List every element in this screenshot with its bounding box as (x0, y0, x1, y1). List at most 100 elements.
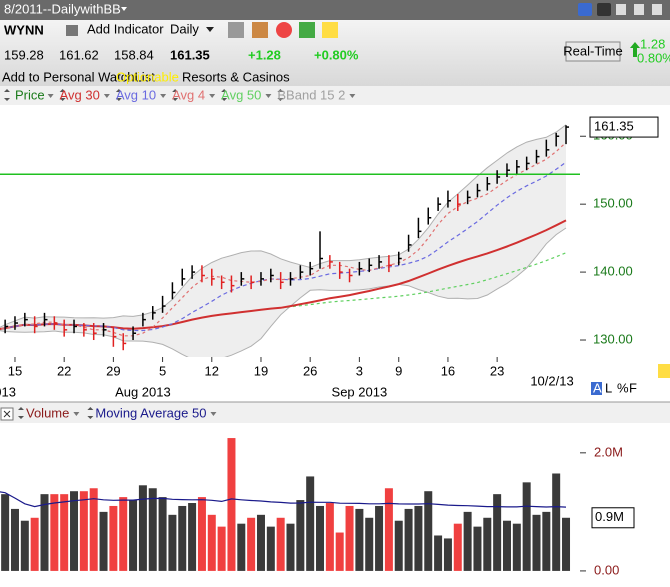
volume-bar (552, 473, 561, 571)
corner-button: F (629, 380, 637, 395)
share-icon[interactable] (578, 3, 592, 16)
layout-name[interactable]: 8/2011--DailywithBB (4, 1, 121, 16)
bband-upper (0, 124, 567, 328)
rt-pct: 0.80% (637, 50, 670, 65)
volume-bar (404, 508, 413, 571)
change-pct: +0.80% (314, 47, 359, 62)
legend-item: BBand 15 2 (277, 87, 345, 102)
interval[interactable]: Daily (170, 21, 199, 36)
legend-arrow (221, 89, 228, 101)
volume-bar (434, 535, 443, 571)
chart-icon[interactable] (252, 22, 268, 38)
volume-bar (562, 517, 571, 571)
print-icon[interactable] (634, 4, 644, 15)
volume-bar (60, 494, 69, 571)
legend-arrow (59, 89, 66, 101)
volume-bar (237, 523, 246, 571)
volume-bar (109, 505, 118, 571)
x-tick-label: 29 (106, 363, 120, 378)
alarm-icon[interactable] (276, 22, 292, 38)
volume-bar (50, 494, 59, 571)
last-price-box (589, 116, 659, 138)
close-x[interactable] (3, 410, 11, 418)
legend-dropdown (209, 94, 216, 98)
watchlist[interactable]: Add to Personal WatchList (2, 69, 155, 84)
legend-dropdown (265, 94, 272, 98)
legend-item: Moving Average 50 (95, 405, 206, 420)
volume-bar (414, 505, 423, 571)
volume-bar (266, 526, 275, 571)
volume-bar (276, 517, 285, 571)
volume-bar (30, 517, 39, 571)
rt-change: 1.28 (640, 36, 665, 51)
volume-bar (40, 494, 49, 571)
change: +1.28 (248, 47, 281, 62)
volume-bar (502, 520, 511, 571)
printer-icon[interactable] (66, 25, 78, 36)
volume-bar (20, 520, 29, 571)
optionable[interactable]: Optionable (116, 69, 179, 84)
legend-item: Price (15, 87, 45, 102)
x-tick-label: 5 (159, 363, 166, 378)
legend-arrow (18, 407, 24, 419)
pencil-icon[interactable] (658, 364, 670, 378)
volume-bar (306, 476, 315, 571)
avg-4 (0, 141, 567, 337)
table-icon[interactable] (299, 22, 315, 38)
x-tick-label: 19 (254, 363, 268, 378)
tools-icon[interactable] (228, 22, 244, 38)
legend-dropdown (47, 94, 54, 98)
volume-bar (384, 488, 393, 571)
volume-bar (512, 523, 521, 571)
note-icon[interactable] (322, 22, 338, 38)
high: 161.62 (59, 47, 99, 62)
y-tick-label: 0.00 (594, 562, 619, 577)
x-tick-label: 15 (8, 363, 22, 378)
y-tick-label: 140.00 (593, 264, 633, 279)
window-icon[interactable] (652, 4, 662, 15)
corner-button: L (605, 380, 612, 395)
volume-bar (256, 514, 265, 571)
volume-bar (138, 485, 147, 571)
legend-dropdown (160, 94, 167, 98)
volume-legend-bar (0, 402, 670, 423)
low: 158.84 (114, 47, 154, 62)
legend-item: Avg 30 (60, 87, 100, 102)
bband-fill (0, 124, 566, 357)
dropdown-arrow[interactable] (121, 7, 127, 11)
legend-dropdown (349, 94, 356, 98)
realtime-button[interactable] (565, 41, 621, 62)
volume-bar (70, 491, 79, 571)
month-label: 013 (0, 384, 16, 399)
symbol[interactable]: WYNN (4, 22, 44, 37)
legend-arrow (277, 89, 284, 101)
volume-bar (365, 517, 374, 571)
volume-bar (99, 511, 108, 571)
realtime[interactable]: Real-Time (563, 43, 622, 58)
dropdown-arrow[interactable] (206, 27, 214, 32)
volume-bar (483, 517, 492, 571)
volume-bar (178, 505, 187, 571)
volume-bar (345, 505, 354, 571)
volume-bar (227, 438, 236, 571)
title-bar (0, 0, 670, 20)
x-tick-label: 12 (205, 363, 219, 378)
volume-bar (207, 514, 216, 571)
volume-bar (296, 500, 305, 571)
tv-icon[interactable] (597, 3, 611, 16)
volume-bar (188, 503, 197, 571)
bband-lower (0, 227, 567, 357)
x-tick-label: 26 (303, 363, 317, 378)
x-tick-label: 23 (490, 363, 504, 378)
save-icon[interactable] (616, 4, 626, 15)
industry[interactable]: Resorts & Casinos (182, 69, 290, 84)
legend-bar (0, 86, 670, 105)
last-price-label: 161.35 (594, 119, 634, 134)
legend-dropdown (73, 412, 80, 416)
x-tick-label: 9 (395, 363, 402, 378)
add-indicator[interactable]: Add Indicator (87, 21, 164, 36)
legend-arrow (115, 89, 122, 101)
legend-dropdown (103, 94, 110, 98)
volume-bar (129, 500, 138, 571)
